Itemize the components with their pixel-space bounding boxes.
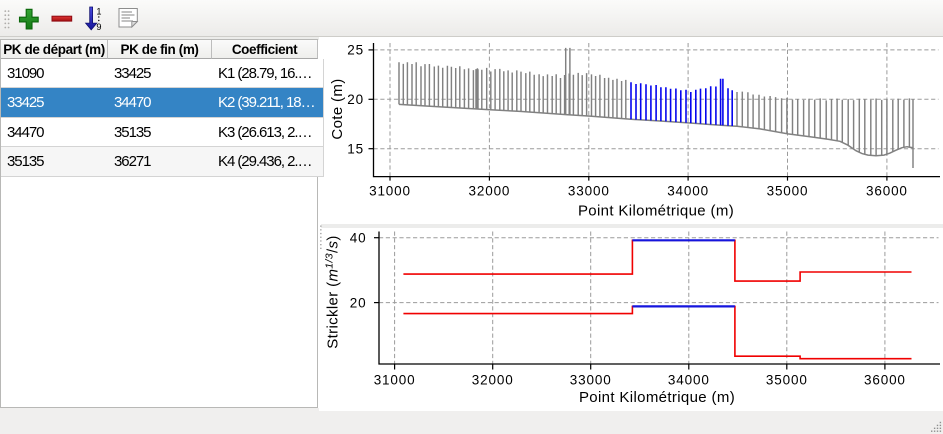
svg-text:31000: 31000 — [374, 373, 416, 388]
svg-text:31000: 31000 — [369, 184, 411, 199]
svg-text:35000: 35000 — [766, 373, 808, 388]
svg-text:1: 1 — [96, 7, 101, 17]
svg-text:40: 40 — [350, 231, 367, 246]
svg-text:Strickler (m1/3/s): Strickler (m1/3/s) — [324, 235, 342, 348]
svg-text:25: 25 — [347, 43, 364, 58]
svg-text:20: 20 — [347, 92, 364, 107]
svg-text:36000: 36000 — [864, 373, 906, 388]
svg-text:34000: 34000 — [668, 373, 710, 388]
svg-text:33000: 33000 — [568, 184, 610, 199]
svg-text:36000: 36000 — [866, 184, 908, 199]
svg-text:Cote (m): Cote (m) — [329, 78, 346, 139]
svg-text:9: 9 — [96, 22, 101, 32]
svg-text:32000: 32000 — [472, 373, 514, 388]
svg-text:33000: 33000 — [570, 373, 612, 388]
svg-text:35000: 35000 — [767, 184, 809, 199]
svg-text:20: 20 — [350, 295, 367, 310]
svg-text:Point Kilométrique (m): Point Kilométrique (m) — [579, 389, 735, 406]
svg-text:34000: 34000 — [667, 184, 709, 199]
svg-text:15: 15 — [347, 142, 364, 157]
svg-text:Point Kilométrique (m): Point Kilométrique (m) — [578, 203, 734, 220]
svg-text:32000: 32000 — [469, 184, 511, 199]
